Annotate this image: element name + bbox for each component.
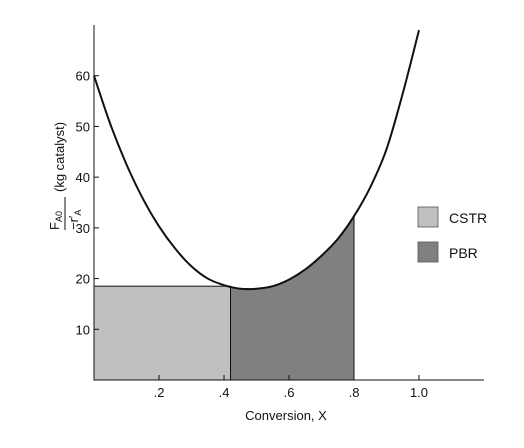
y-tick-label: 30 xyxy=(76,221,90,236)
legend: CSTR PBR xyxy=(417,206,487,263)
curve-layer xyxy=(93,29,420,291)
y-tick-label: 40 xyxy=(76,170,90,185)
y-tick-label: 20 xyxy=(76,272,90,287)
y-tick-label: 10 xyxy=(76,322,90,337)
y-axis-numerator: FA0 xyxy=(47,211,64,230)
x-tick-label: .4 xyxy=(219,385,230,400)
legend-label: PBR xyxy=(449,245,478,261)
x-axis-title: Conversion, X xyxy=(245,408,327,423)
x-tick-label: .8 xyxy=(349,385,360,400)
legend-label: CSTR xyxy=(449,210,487,226)
y-tick-label: 60 xyxy=(76,69,90,84)
cstr-region xyxy=(93,285,231,381)
y-axis-title: (kg catalyst) FA0 −r′A xyxy=(47,122,83,230)
levenspiel-curve xyxy=(93,29,420,291)
y-tick-label: 50 xyxy=(76,119,90,134)
legend-swatch xyxy=(417,206,439,228)
ticks-layer: .2 .4 .6 .8 1.0 10 20 30 40 50 60 xyxy=(76,69,429,400)
legend-swatch xyxy=(417,241,439,263)
x-tick-label: 1.0 xyxy=(410,385,428,400)
y-axis-denominator: −r′A xyxy=(66,210,83,230)
regions-layer xyxy=(93,214,355,381)
x-tick-label: .6 xyxy=(284,385,295,400)
x-tick-label: .2 xyxy=(154,385,165,400)
y-axis-units: (kg catalyst) xyxy=(52,122,67,192)
